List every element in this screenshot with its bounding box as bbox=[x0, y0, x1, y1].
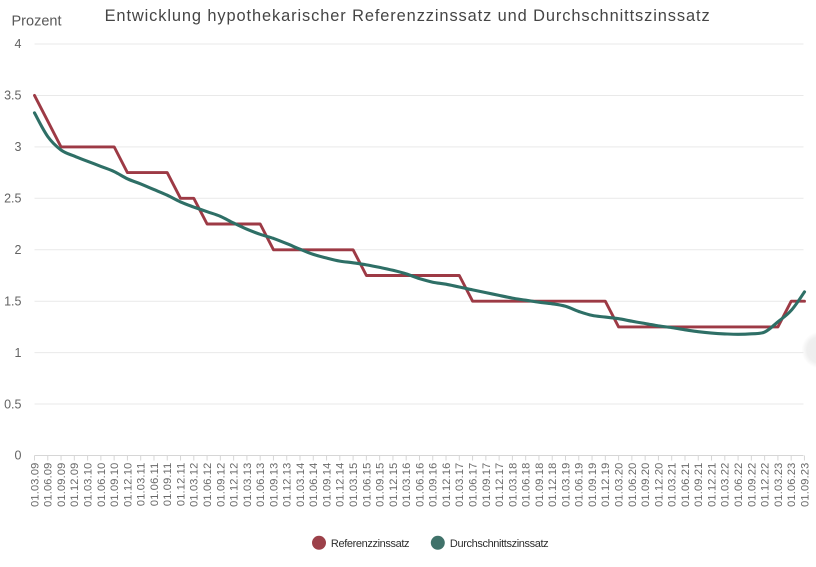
svg-text:01.03.17: 01.03.17 bbox=[454, 463, 466, 507]
svg-text:01.09.21: 01.09.21 bbox=[693, 463, 705, 507]
svg-text:01.12.22: 01.12.22 bbox=[760, 463, 772, 507]
svg-text:01.06.22: 01.06.22 bbox=[733, 463, 745, 507]
svg-text:2: 2 bbox=[15, 243, 22, 257]
svg-text:01.09.17: 01.09.17 bbox=[481, 463, 493, 507]
svg-text:01.06.14: 01.06.14 bbox=[308, 463, 320, 507]
svg-text:01.09.19: 01.09.19 bbox=[587, 463, 599, 507]
svg-text:01.12.18: 01.12.18 bbox=[547, 463, 559, 507]
svg-text:01.06.16: 01.06.16 bbox=[414, 463, 426, 507]
svg-text:3.5: 3.5 bbox=[4, 89, 21, 103]
svg-text:01.06.12: 01.06.12 bbox=[202, 463, 214, 507]
svg-text:01.06.09: 01.06.09 bbox=[43, 463, 55, 507]
svg-text:01.12.17: 01.12.17 bbox=[494, 463, 506, 507]
svg-text:4: 4 bbox=[15, 37, 22, 51]
svg-text:01.09.09: 01.09.09 bbox=[56, 463, 68, 507]
svg-text:1: 1 bbox=[15, 346, 22, 360]
svg-text:01.12.12: 01.12.12 bbox=[229, 463, 241, 507]
svg-text:01.03.12: 01.03.12 bbox=[189, 463, 201, 507]
svg-text:01.09.18: 01.09.18 bbox=[534, 463, 546, 507]
svg-text:01.12.13: 01.12.13 bbox=[282, 463, 294, 507]
svg-text:01.09.22: 01.09.22 bbox=[746, 463, 758, 507]
svg-text:0.5: 0.5 bbox=[4, 397, 21, 411]
svg-text:01.12.20: 01.12.20 bbox=[653, 463, 665, 507]
svg-text:01.03.13: 01.03.13 bbox=[242, 463, 254, 507]
svg-text:01.03.15: 01.03.15 bbox=[348, 463, 360, 507]
svg-text:01.12.16: 01.12.16 bbox=[441, 463, 453, 507]
svg-text:01.09.20: 01.09.20 bbox=[640, 463, 652, 507]
svg-text:01.03.11: 01.03.11 bbox=[136, 463, 148, 507]
svg-text:01.06.15: 01.06.15 bbox=[361, 463, 373, 507]
svg-text:01.03.23: 01.03.23 bbox=[773, 463, 785, 507]
svg-text:01.06.20: 01.06.20 bbox=[627, 463, 639, 507]
svg-text:01.09.11: 01.09.11 bbox=[162, 463, 174, 507]
svg-text:01.03.14: 01.03.14 bbox=[295, 463, 307, 507]
svg-text:01.03.09: 01.03.09 bbox=[29, 463, 41, 507]
svg-text:01.06.23: 01.06.23 bbox=[786, 463, 798, 507]
svg-text:01.06.21: 01.06.21 bbox=[680, 463, 692, 507]
svg-text:01.03.18: 01.03.18 bbox=[507, 463, 519, 507]
svg-text:01.12.19: 01.12.19 bbox=[600, 463, 612, 507]
svg-text:01.06.13: 01.06.13 bbox=[255, 463, 267, 507]
svg-text:01.09.16: 01.09.16 bbox=[428, 463, 440, 507]
svg-text:3: 3 bbox=[15, 140, 22, 154]
svg-text:01.12.09: 01.12.09 bbox=[69, 463, 81, 507]
svg-text:01.12.11: 01.12.11 bbox=[175, 463, 187, 507]
svg-text:1.5: 1.5 bbox=[4, 294, 21, 308]
svg-text:0: 0 bbox=[15, 449, 22, 463]
svg-text:Durchschnittszinssatz: Durchschnittszinssatz bbox=[450, 538, 548, 550]
svg-text:01.03.22: 01.03.22 bbox=[720, 463, 732, 507]
svg-text:Entwicklung hypothekarischer R: Entwicklung hypothekarischer Referenzzin… bbox=[105, 7, 711, 25]
svg-text:01.12.21: 01.12.21 bbox=[706, 463, 718, 507]
svg-text:01.09.13: 01.09.13 bbox=[268, 463, 280, 507]
svg-text:01.06.17: 01.06.17 bbox=[467, 462, 479, 506]
svg-text:01.12.10: 01.12.10 bbox=[122, 463, 134, 507]
svg-text:01.03.20: 01.03.20 bbox=[614, 463, 626, 507]
svg-text:01.03.21: 01.03.21 bbox=[667, 463, 679, 507]
svg-text:01.09.15: 01.09.15 bbox=[375, 463, 387, 507]
svg-text:Prozent: Prozent bbox=[12, 13, 62, 29]
svg-text:01.12.15: 01.12.15 bbox=[388, 463, 400, 507]
svg-text:01.09.10: 01.09.10 bbox=[109, 463, 121, 507]
svg-text:01.03.16: 01.03.16 bbox=[401, 463, 413, 507]
svg-text:01.09.23: 01.09.23 bbox=[799, 463, 811, 507]
svg-text:01.09.12: 01.09.12 bbox=[215, 463, 227, 507]
svg-text:01.06.18: 01.06.18 bbox=[521, 463, 533, 507]
svg-text:01.09.14: 01.09.14 bbox=[321, 463, 333, 507]
svg-text:Referenzzinssatz: Referenzzinssatz bbox=[331, 538, 409, 550]
svg-text:01.03.19: 01.03.19 bbox=[560, 463, 572, 507]
svg-text:01.12.14: 01.12.14 bbox=[335, 463, 347, 507]
svg-text:01.03.10: 01.03.10 bbox=[83, 463, 95, 507]
svg-text:01.06.19: 01.06.19 bbox=[574, 463, 586, 507]
svg-text:01.06.11: 01.06.11 bbox=[149, 463, 161, 507]
svg-text:2.5: 2.5 bbox=[4, 192, 21, 206]
svg-text:01.06.10: 01.06.10 bbox=[96, 463, 108, 507]
